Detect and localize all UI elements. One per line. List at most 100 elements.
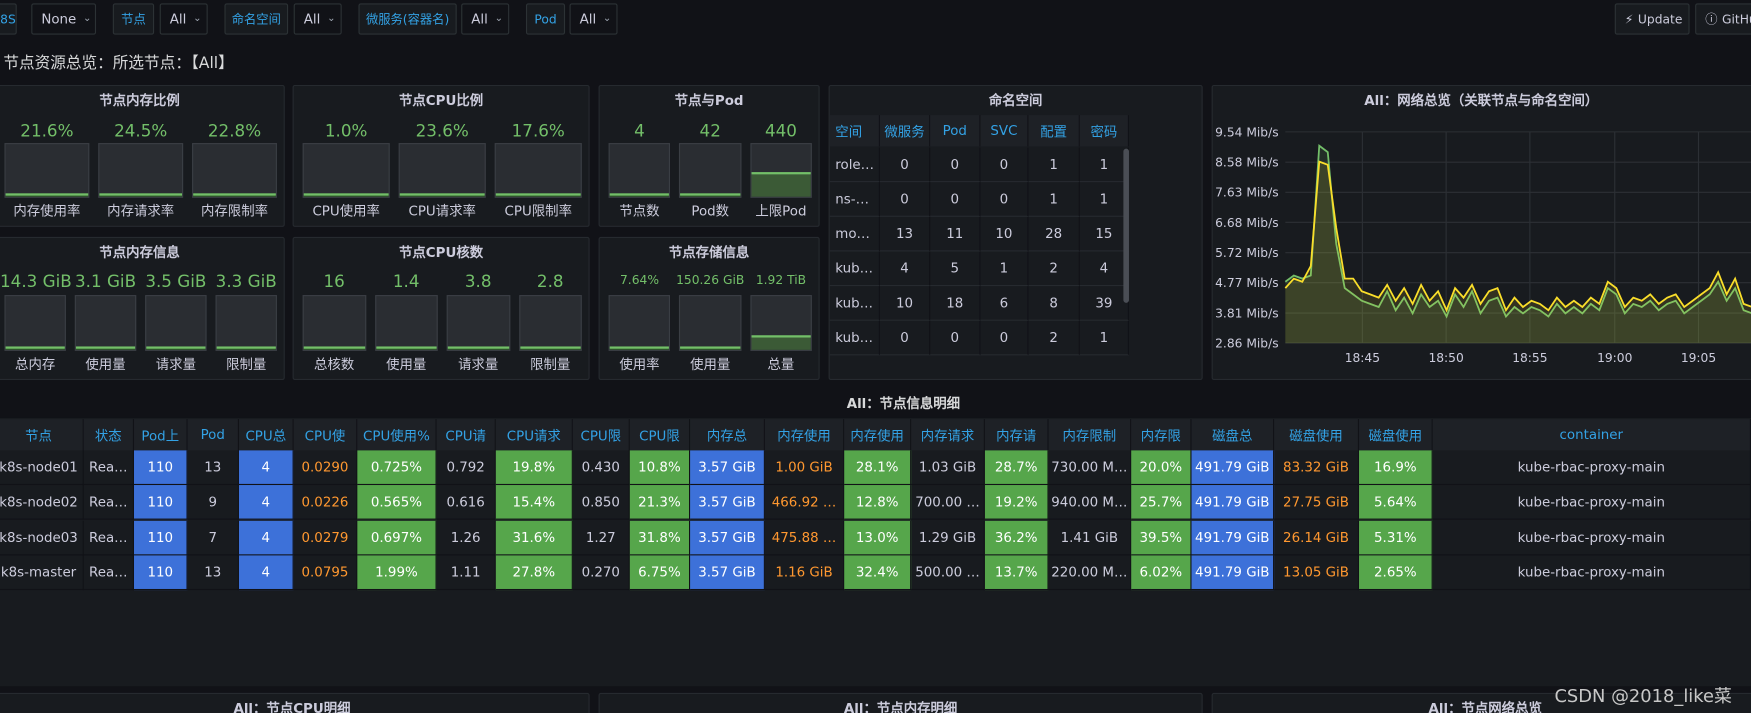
gauge-fill: [99, 193, 183, 197]
variable-dropdown[interactable]: All ⌄: [293, 3, 342, 35]
stat-panel: 节点内存信息 14.3 GiB 总内存 3.1 GiB 使用量 3.5 GiB 请求量 3.3…: [0, 236, 285, 380]
gauge-box: [608, 295, 671, 351]
gauge-fill: [447, 346, 509, 350]
table-cell: 1: [980, 251, 1029, 287]
stat-label: CPU请求率: [408, 203, 476, 220]
stat-label: 内存限制率: [200, 203, 269, 220]
variable-dropdown[interactable]: All ⌄: [159, 3, 208, 35]
gauge-fill: [193, 193, 276, 197]
table-cell: 1.41 GiB: [1048, 520, 1132, 555]
gauge-fill: [519, 346, 581, 350]
table-cell: 3.57 GiB: [690, 555, 765, 590]
scrollbar: [1123, 148, 1129, 303]
collapsed-panel: All：节点CPU明细: [0, 692, 590, 713]
gauge-box: [4, 295, 66, 351]
stat-label: 限制量: [226, 356, 267, 373]
panel-title: 节点内存比例: [99, 92, 180, 109]
stat-value: 2.8: [536, 271, 564, 292]
x-tick-label: 19:05: [1681, 351, 1716, 365]
table-header: CPU使用%: [357, 419, 437, 451]
table-cell: 491.79 GiB: [1191, 520, 1275, 555]
variable-dropdown[interactable]: None ⌄: [31, 3, 97, 35]
table-cell: 4: [238, 520, 294, 555]
toolbar-button[interactable]: ⓘGitHub: [1695, 3, 1751, 35]
table-cell: k8s-node03: [0, 520, 84, 555]
table-header: CPU总: [238, 419, 294, 451]
panel-title: All：节点网络总览: [1428, 700, 1542, 713]
table-cell: 0.0290: [293, 450, 358, 486]
variable-label: Pod: [525, 3, 566, 35]
table-cell: 1: [1079, 182, 1129, 217]
stat-value: 3.5 GiB: [145, 271, 207, 292]
table-cell: 15.4%: [495, 485, 573, 521]
table-cell: 110: [134, 450, 188, 486]
table-cell: 0: [980, 320, 1029, 356]
stat-label: 使用率: [619, 356, 660, 373]
variable-label: K8S: [0, 3, 17, 35]
y-tick-label: 5.72 Mib/s: [1215, 246, 1278, 260]
gauge-fill: [146, 346, 206, 350]
gauge-box: [4, 143, 90, 198]
table-header: 内存总: [690, 419, 765, 451]
table-cell: 2: [1028, 320, 1080, 356]
namespace-panel: 命名空间 空间 微服务 Pod SVC 配置 密码 role… 0 0 0 1 1 ns-… 0 0 0 1 1 mo…: [828, 84, 1203, 380]
table-cell: role…: [829, 147, 880, 183]
table-cell: 83.32 GiB: [1274, 450, 1360, 486]
series-line: [1284, 160, 1751, 313]
table-cell: 1.16 GiB: [764, 555, 845, 590]
area-fill: [1285, 161, 1751, 344]
stat-value: 42: [699, 120, 721, 141]
table-cell: k8s-node02: [0, 485, 84, 521]
stat-label: 使用量: [85, 356, 126, 373]
table-cell: 0: [980, 147, 1029, 183]
table-header: 配置: [1028, 115, 1080, 147]
stat-panel: 节点CPU比例 1.0% CPU使用率 23.6% CPU请求率 17.6% CPU限制率: [292, 84, 590, 227]
stat-value: 16: [323, 271, 345, 292]
panel-title: 命名空间: [988, 92, 1043, 109]
table-header: 内存请: [984, 419, 1049, 451]
table-cell: 13.0%: [844, 520, 912, 555]
table-cell: 730.00 M…: [1048, 450, 1132, 486]
stat-label: 内存请求率: [107, 203, 175, 220]
series-line: [1284, 144, 1751, 319]
chart: 9.54 Mib/s 8.58 Mib/s 7.63 Mib/s 6.68 Mib/s…: [1215, 125, 1751, 365]
stat-label: 内存使用率: [13, 203, 81, 220]
table-cell: 1.03 GiB: [911, 450, 985, 486]
table-header: CPU限: [572, 419, 630, 451]
table-cell: 1.29 GiB: [911, 520, 985, 555]
stat-label: 请求量: [155, 356, 196, 373]
table-cell: 18: [930, 286, 981, 321]
table-cell: 28.1%: [844, 450, 912, 486]
table-header: 密码: [1079, 115, 1129, 147]
table-header: CPU请: [436, 419, 496, 451]
table-cell: 26.14 GiB: [1274, 520, 1360, 555]
stat-label: CPU限制率: [504, 203, 572, 220]
table-cell: k8s-node01: [0, 450, 84, 486]
table-header: 内存请求: [911, 419, 985, 451]
table-cell: 27.75 GiB: [1274, 485, 1360, 521]
toolbar-button[interactable]: ⚡ Update: [1614, 3, 1690, 35]
stat-label: 上限Pod: [755, 203, 807, 220]
table-cell: 19.2%: [984, 485, 1049, 521]
table-cell: 110: [134, 555, 188, 590]
table-cell: 110: [134, 520, 188, 555]
table-cell: 5.31%: [1359, 520, 1433, 555]
variable-dropdown[interactable]: All ⌄: [461, 3, 510, 35]
table-cell: 5: [930, 251, 981, 287]
gauge-box: [98, 143, 184, 198]
table-cell: 9: [187, 485, 239, 521]
table-cell: 700.00 …: [911, 485, 985, 521]
table-cell: kube-rbac-proxy-main: [1432, 555, 1751, 590]
chevron-icon: ⌄: [494, 13, 504, 25]
row-title: All：节点信息明细: [846, 395, 961, 412]
table-cell: 31.8%: [629, 520, 691, 555]
table-cell: 0: [980, 182, 1029, 217]
y-tick-label: 4.77 Mib/s: [1215, 276, 1278, 290]
panel-title: All：网络总览（关联节点与命名空间）: [1364, 92, 1599, 109]
table-header: 节点: [0, 419, 84, 451]
table-cell: 13.7%: [984, 555, 1049, 590]
table-cell: 8: [1028, 286, 1080, 321]
panel-title: 节点存储信息: [668, 244, 750, 261]
variable-dropdown[interactable]: All ⌄: [569, 3, 618, 35]
